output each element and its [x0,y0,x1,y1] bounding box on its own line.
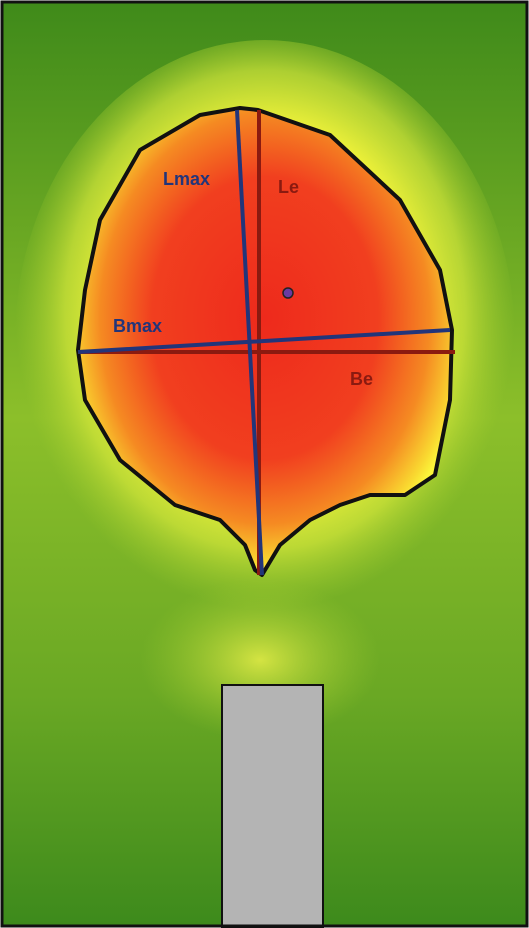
bmax-label: Bmax [113,316,162,336]
lmax-label: Lmax [163,169,210,189]
block [221,684,324,928]
be-label: Be [350,369,373,389]
le-label: Le [278,177,299,197]
bmax-line [77,328,451,354]
centroid [282,287,294,299]
